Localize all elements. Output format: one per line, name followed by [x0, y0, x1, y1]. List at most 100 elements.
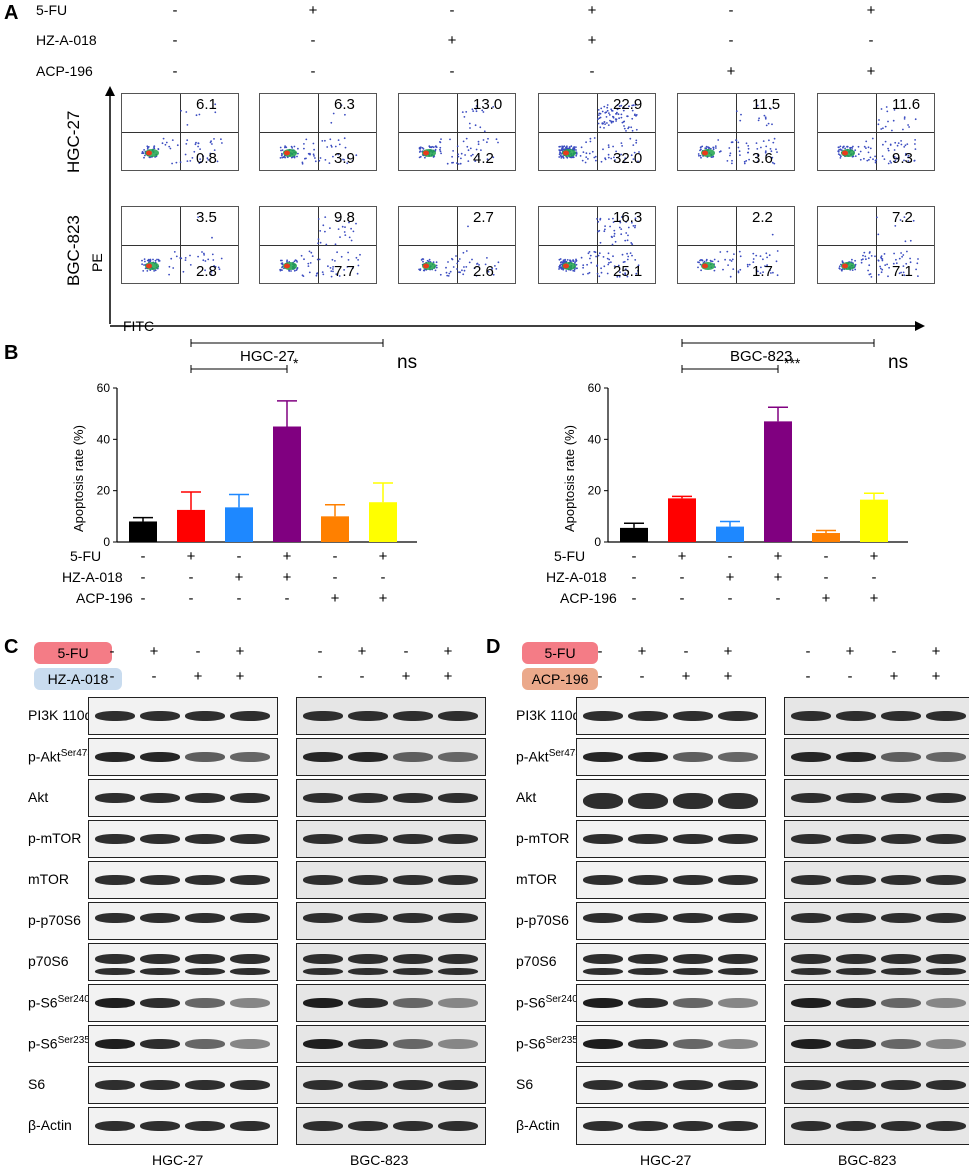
quadrant-lower-right-value: 4.2 [473, 150, 494, 167]
quadrant-divider-h [399, 245, 515, 246]
treatment-label: 5-FU [70, 548, 102, 564]
blot-strip [576, 738, 766, 776]
scatter-points [141, 103, 223, 165]
protein-band [438, 998, 478, 1008]
y-tick-label: 40 [97, 432, 111, 446]
treatment-sign: - [195, 643, 201, 660]
treatment-sign: - [728, 2, 734, 19]
protein-band [438, 913, 478, 923]
blot-strip [784, 697, 969, 735]
protein-name: Akt [28, 789, 49, 805]
blot-strip [576, 1025, 766, 1063]
blot-row-label: p-AktSer473 [28, 748, 93, 765]
protein-band-lower [95, 968, 135, 975]
treatment-sign: + [308, 2, 318, 19]
treatment-sign: + [821, 590, 831, 607]
treatment-sign: + [931, 668, 941, 685]
protein-band [348, 1121, 388, 1131]
blot-row-label: p70S6 [28, 953, 68, 969]
treatment-sign: - [236, 590, 242, 607]
blot-strip [784, 984, 969, 1022]
blot-row-label: Akt [516, 789, 536, 805]
protein-band [836, 711, 876, 721]
protein-band-lower [926, 968, 966, 975]
quadrant-divider-h [122, 245, 238, 246]
protein-band [926, 875, 966, 885]
treatment-sign: - [805, 668, 811, 685]
treatment-sign: - [188, 569, 194, 586]
protein-band [140, 793, 180, 803]
protein-band [718, 752, 758, 762]
blot-row-label: S6 [516, 1076, 533, 1092]
y-tick-label: 60 [97, 381, 111, 395]
protein-band [881, 913, 921, 923]
protein-band [95, 1080, 135, 1090]
protein-band [881, 998, 921, 1008]
blot-strip [576, 1066, 766, 1104]
protein-band [438, 711, 478, 721]
panel-label-a: A [4, 2, 19, 24]
treatment-sign: + [869, 548, 879, 565]
treatment-sign: + [725, 569, 735, 586]
protein-band [836, 1080, 876, 1090]
protein-name: p70S6 [28, 953, 69, 969]
protein-band [673, 1121, 713, 1131]
blot-strip [576, 697, 766, 735]
protein-band [791, 834, 831, 844]
protein-band [438, 752, 478, 762]
scatter-points [697, 104, 778, 165]
blot-strip [784, 820, 969, 858]
scatter-points [418, 105, 499, 165]
treatment-sign: + [330, 590, 340, 607]
protein-band [303, 1039, 343, 1049]
treatment-sign: + [235, 643, 245, 660]
bar [177, 509, 205, 542]
protein-name: S6 [516, 1076, 534, 1092]
protein-name: p-S6 [516, 994, 546, 1011]
protein-band [583, 1039, 623, 1049]
treatment-sign: + [401, 668, 411, 685]
protein-band [926, 1039, 966, 1049]
treatment-sign: + [773, 548, 783, 565]
treatment-sign: - [847, 668, 853, 685]
treatment-sign: - [823, 569, 829, 586]
protein-band [881, 752, 921, 762]
treatment-label: ACP-196 [76, 590, 133, 606]
protein-band [438, 954, 478, 964]
protein-band [393, 1121, 433, 1131]
quadrant-lower-right-value: 2.6 [473, 263, 494, 280]
blot-strip [88, 943, 278, 981]
quadrant-lower-right-value: 25.1 [613, 263, 643, 280]
quadrant-upper-right-value: 7.2 [892, 209, 913, 226]
treatment-sign: + [235, 668, 245, 685]
protein-band [583, 711, 623, 721]
treatment-sign: - [151, 668, 157, 685]
blot-strip [296, 861, 486, 899]
protein-band [583, 752, 623, 762]
blot-strip [296, 943, 486, 981]
protein-band [140, 834, 180, 844]
blot-row-label: p-mTOR [516, 830, 569, 846]
protein-band [718, 1080, 758, 1090]
protein-name: p-S6 [28, 994, 58, 1011]
quadrant-lower-right-value: 7.1 [892, 263, 913, 280]
flow-plot: 13.0 4.2 [398, 93, 516, 171]
quadrant-divider-h [678, 245, 794, 246]
protein-band [628, 752, 668, 762]
treatment-label: 5-FU [554, 548, 586, 564]
blot-strip [576, 779, 766, 817]
protein-band [185, 875, 225, 885]
quadrant-lower-right-value: 7.7 [334, 263, 355, 280]
protein-band [926, 998, 966, 1008]
treatment-sign: + [723, 643, 733, 660]
blot-strip [88, 1107, 278, 1145]
protein-band-lower [185, 968, 225, 975]
protein-band [140, 1121, 180, 1131]
blot-row-label: p-p70S6 [28, 912, 81, 928]
protein-band [718, 1121, 758, 1131]
protein-band [303, 998, 343, 1008]
protein-band [393, 834, 433, 844]
flow-plot: 11.6 9.3 [817, 93, 935, 171]
treatment-sign: - [236, 548, 242, 565]
quadrant-divider-h [260, 245, 376, 246]
